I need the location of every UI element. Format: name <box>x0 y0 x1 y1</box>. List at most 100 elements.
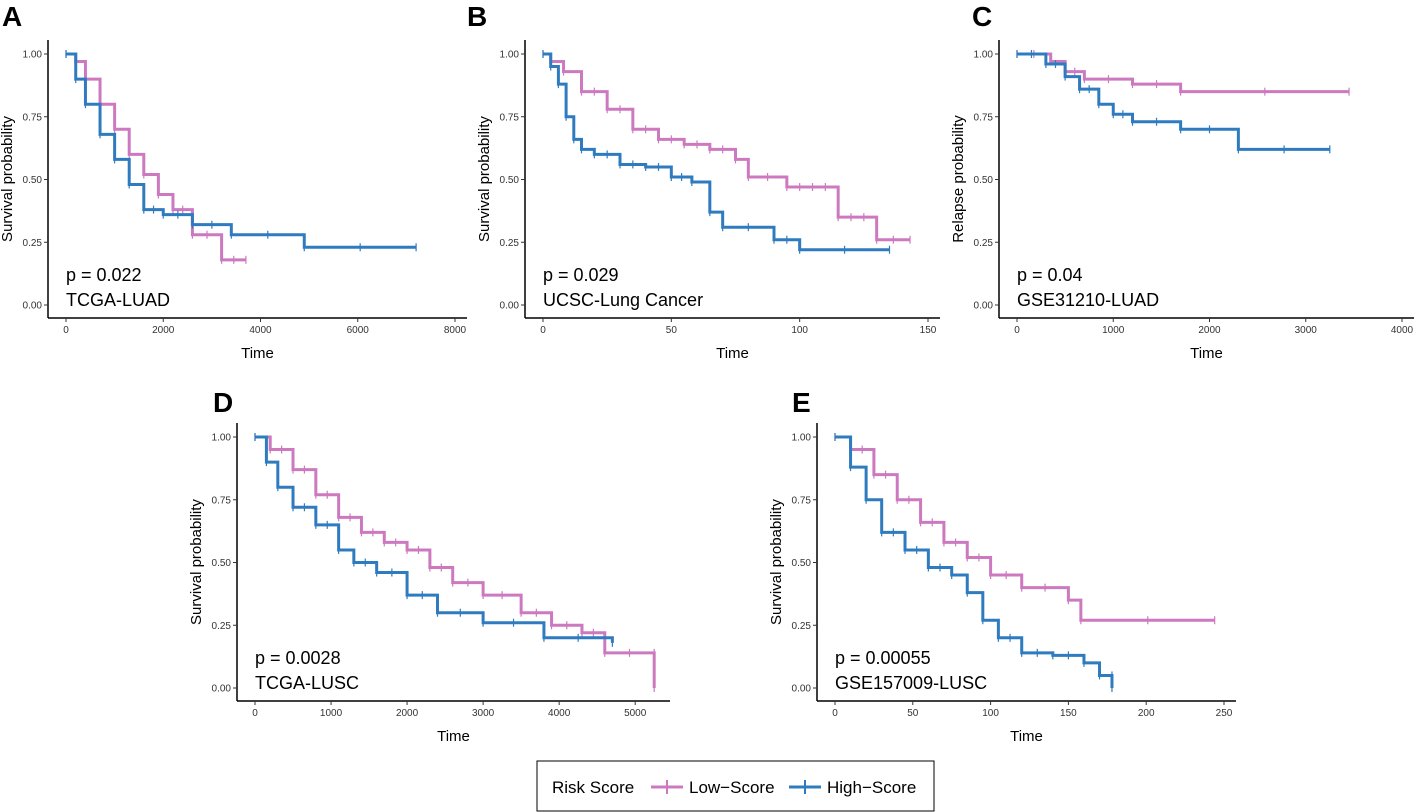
series-low-score <box>542 50 911 244</box>
x-tick-label: 3000 <box>472 708 495 719</box>
p-value: p = 0.0028 <box>255 648 341 668</box>
x-tick-label: 100 <box>791 325 808 336</box>
x-tick-label: 200 <box>1138 708 1155 719</box>
x-tick-label: 1000 <box>320 708 343 719</box>
series-low-score <box>834 433 1216 625</box>
dataset-label: TCGA-LUSC <box>255 673 359 693</box>
y-tick-label: 0.00 <box>792 684 812 695</box>
panel-c: C 0.00 0.25 0.50 0.75 1.00 0 1000 2000 3000 4000 Ti… <box>950 1 1414 362</box>
series-high-score <box>65 50 417 252</box>
dataset-label: UCSC-Lung Cancer <box>543 290 703 310</box>
x-tick-label: 100 <box>982 708 999 719</box>
x-tick-label: 1000 <box>1102 325 1125 336</box>
y-tick-label: 1.00 <box>23 50 43 61</box>
survival-curve <box>543 52 890 252</box>
survival-curve <box>66 52 417 249</box>
y-tick-label: 0.25 <box>792 621 812 632</box>
series-high-score <box>1016 50 1331 154</box>
panel-e: E 0.00 0.25 0.50 0.75 1.00 0 50 100 150 200 250 Time… <box>768 387 1236 745</box>
x-tick-label: 8000 <box>444 325 467 336</box>
legend-key-low <box>651 780 683 794</box>
y-tick-label: 0.50 <box>500 175 520 186</box>
p-value: p = 0.022 <box>66 265 142 285</box>
survival-curve <box>1017 52 1350 94</box>
y-tick-label: 0.75 <box>500 112 520 123</box>
series-low-score <box>65 50 247 264</box>
survival-curve <box>835 435 1215 622</box>
series-high-score <box>542 50 891 254</box>
y-tick-label: 0.50 <box>212 558 232 569</box>
y-tick-label: 1.00 <box>974 50 994 61</box>
legend-label-low: Low−Score <box>689 778 775 797</box>
panel-d: D 0.00 0.25 0.50 0.75 1.00 0 1000 2000 3000 4000 50… <box>188 387 670 745</box>
y-tick-label: 0.25 <box>500 238 520 249</box>
x-tick-label: 50 <box>666 325 678 336</box>
panel-b: B 0.00 0.25 0.50 0.75 1.00 0 50 100 150 Time Surviv… <box>467 1 940 362</box>
y-axis-title: Survival probability <box>188 499 205 625</box>
y-tick-label: 0.00 <box>500 301 520 312</box>
legend-label-high: High−Score <box>827 778 916 797</box>
y-tick-label: 0.75 <box>23 112 43 123</box>
x-axis-title: Time <box>437 728 470 745</box>
survival-curve <box>255 435 656 688</box>
legend-key-high <box>789 780 821 794</box>
survival-curve <box>66 52 246 262</box>
panels: A0.000.250.500.751.000 2000 4000 6000 8000Ti… <box>0 1 1414 745</box>
dataset-label: TCGA-LUAD <box>66 290 170 310</box>
x-tick-label: 50 <box>907 708 919 719</box>
y-tick-label: 0.25 <box>23 238 43 249</box>
x-axis-title: Time <box>716 345 749 362</box>
x-tick-label: 150 <box>1060 708 1077 719</box>
survival-curve <box>543 52 911 242</box>
x-tick-label: 4000 <box>548 708 571 719</box>
y-tick-label: 1.00 <box>500 50 520 61</box>
legend-title: Risk Score <box>552 778 634 797</box>
x-axis-title: Time <box>241 345 274 362</box>
x-tick-label: 3000 <box>1295 325 1318 336</box>
y-axis-title: Survival probability <box>476 116 493 242</box>
series-high-score <box>834 433 1114 692</box>
x-tick-label: 150 <box>920 325 937 336</box>
y-tick-label: 0.75 <box>792 495 812 506</box>
y-tick-label: 1.00 <box>212 433 232 444</box>
y-tick-label: 0.25 <box>212 621 232 632</box>
y-tick-label: 0.00 <box>23 301 43 312</box>
y-tick-label: 1.00 <box>792 433 812 444</box>
x-axis-title: Time <box>1190 345 1223 362</box>
survival-curve <box>1017 52 1330 151</box>
x-tick-label: 4000 <box>1391 325 1414 336</box>
y-axis-title: Relapse probability <box>950 115 967 243</box>
series-high-score <box>254 433 614 647</box>
series-low-score <box>1016 50 1350 96</box>
x-tick-label: 4000 <box>249 325 272 336</box>
p-value: p = 0.04 <box>1017 265 1083 285</box>
panel-letter: B <box>467 1 487 32</box>
y-tick-label: 0.25 <box>974 238 994 249</box>
legend-border <box>536 760 935 812</box>
x-tick-label: 0 <box>540 325 546 336</box>
dataset-label: GSE31210-LUAD <box>1017 290 1159 310</box>
panel-letter: A <box>2 1 22 32</box>
x-tick-label: 2000 <box>396 708 419 719</box>
x-tick-label: 6000 <box>347 325 370 336</box>
y-tick-label: 0.50 <box>974 175 994 186</box>
panel-a: A 0.00 0.25 0.50 0.75 1.00 0 2000 4000 6000 8000 Ti… <box>0 1 467 362</box>
x-tick-label: 0 <box>252 708 258 719</box>
dataset-label: GSE157009-LUSC <box>835 673 987 693</box>
x-axis-title: Time <box>1010 728 1043 745</box>
panel-letter: C <box>972 1 992 32</box>
panel-letter: D <box>213 387 233 418</box>
p-value: p = 0.029 <box>543 265 619 285</box>
p-value: p = 0.00055 <box>835 648 931 668</box>
x-tick-label: 0 <box>1014 325 1020 336</box>
y-tick-label: 0.00 <box>212 684 232 695</box>
y-axis-title: Survival probability <box>0 116 16 242</box>
legend-box: Risk Score Low−Score High−Score <box>536 760 935 812</box>
y-tick-label: 0.50 <box>792 558 812 569</box>
x-tick-label: 5000 <box>624 708 647 719</box>
x-tick-label: 2000 <box>152 325 175 336</box>
y-tick-label: 0.75 <box>212 495 232 506</box>
y-tick-label: 0.75 <box>974 112 994 123</box>
y-tick-label: 0.00 <box>974 301 994 312</box>
